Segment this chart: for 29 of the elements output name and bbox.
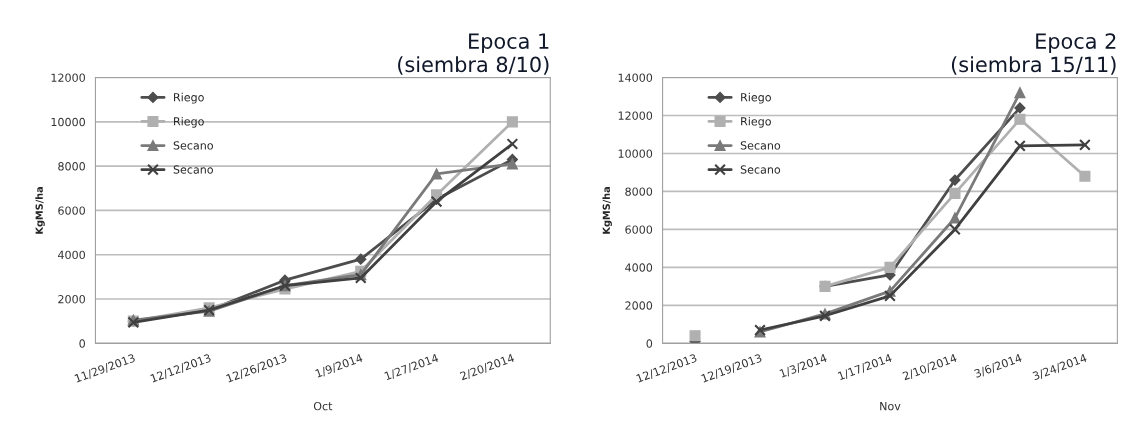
y-tick-label: 10000 xyxy=(51,117,85,127)
chart-title: Epoca 1 (siembra 8/10) xyxy=(398,33,549,75)
y-tick-label: 8000 xyxy=(58,162,85,171)
legend-label: Riego xyxy=(741,116,771,128)
y-axis-title: KgMS/ha xyxy=(602,187,612,234)
y-tick-label: 4000 xyxy=(58,250,85,260)
legend-label: Riego xyxy=(174,116,204,128)
legend-label: Secano xyxy=(740,165,781,174)
x-axis-title: Nov xyxy=(880,402,901,411)
y-axis-title: KgMS/ha xyxy=(35,187,45,234)
y-tick-label: 6000 xyxy=(625,225,653,234)
legend-label: Secano xyxy=(740,141,781,150)
legend-label: Riego xyxy=(741,92,771,104)
x-axis-title: Oct xyxy=(313,401,333,411)
y-tick-label: 0 xyxy=(79,339,85,348)
y-tick-label: 14000 xyxy=(618,73,653,82)
y-tick-label: 2000 xyxy=(58,295,85,304)
y-tick-label: 12000 xyxy=(618,111,653,120)
y-tick-label: 12000 xyxy=(51,73,85,82)
chart-title: Epoca 2 (siembra 15/11) xyxy=(951,33,1116,75)
y-tick-label: 6000 xyxy=(58,206,85,215)
y-tick-label: 4000 xyxy=(625,263,653,272)
y-tick-label: 8000 xyxy=(625,187,653,196)
legend-label: Secano xyxy=(173,141,213,150)
y-tick-label: 0 xyxy=(646,339,653,348)
y-tick-label: 2000 xyxy=(625,301,653,310)
legend-label: Riego xyxy=(174,92,204,104)
y-tick-label: 10000 xyxy=(618,149,653,158)
legend-label: Secano xyxy=(173,165,213,174)
